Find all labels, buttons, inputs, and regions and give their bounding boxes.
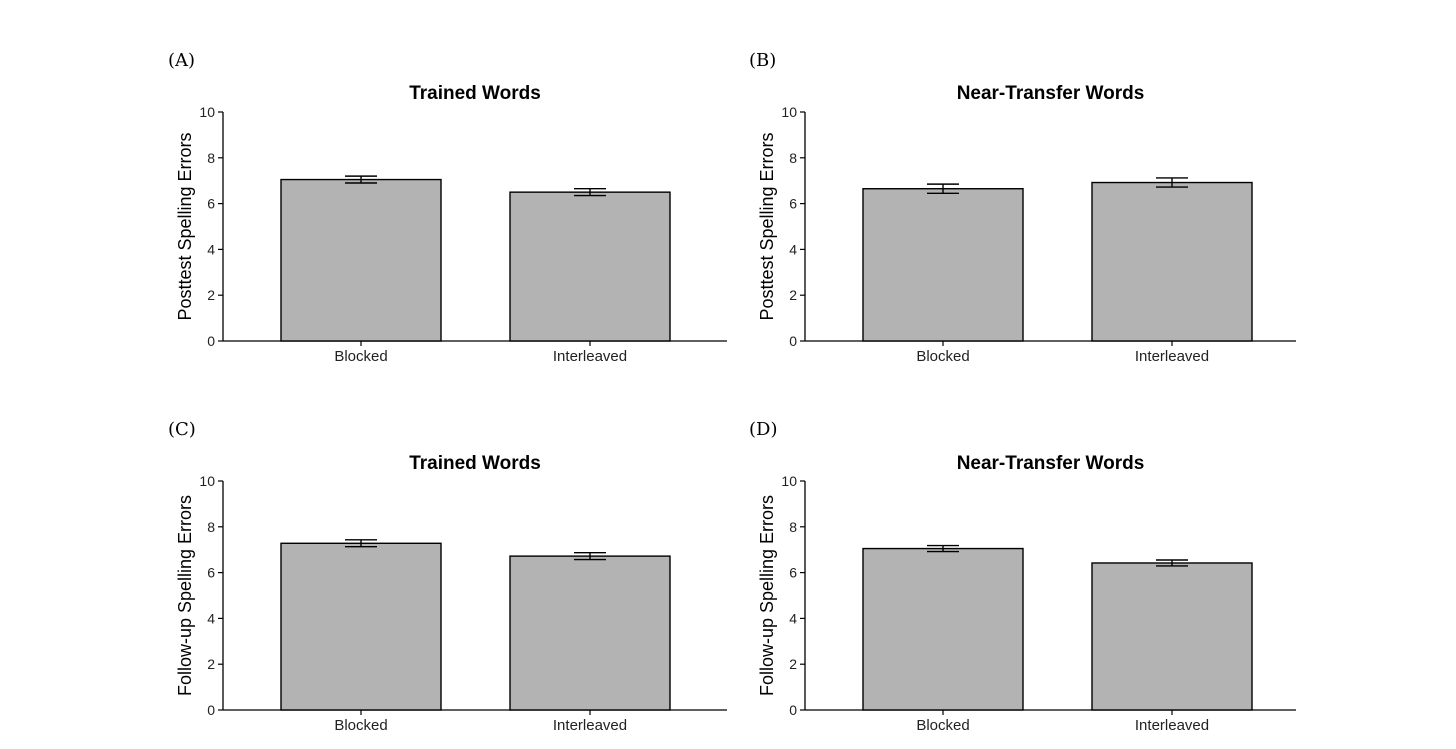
- x-tick-label: Interleaved: [553, 348, 627, 365]
- y-tick-label: 2: [789, 287, 797, 303]
- y-tick-label: 10: [781, 104, 797, 120]
- bar-interleaved: [509, 191, 671, 342]
- x-tick-label: Blocked: [334, 348, 387, 365]
- panel-label: (D): [749, 419, 777, 440]
- y-tick-label: 2: [207, 656, 215, 672]
- chart-panel-1: (A) Trained Words Posttest Spelling Errors…: [168, 50, 727, 365]
- y-tick-label: 6: [789, 196, 797, 212]
- panel-label: (A): [168, 50, 195, 71]
- y-tick-label: 6: [207, 565, 215, 581]
- y-tick-label: 8: [207, 150, 215, 166]
- y-tick-label: 2: [789, 656, 797, 672]
- bar-blocked: [280, 178, 442, 342]
- y-tick-label: 8: [789, 150, 797, 166]
- y-axis-label: Posttest Spelling Errors: [175, 132, 195, 320]
- y-tick-label: 4: [789, 241, 797, 257]
- chart-title: Trained Words: [409, 83, 541, 104]
- y-tick-label: 10: [199, 473, 215, 489]
- chart-title: Near-Transfer Words: [957, 83, 1145, 104]
- y-tick-label: 10: [199, 104, 215, 120]
- y-tick-label: 6: [789, 565, 797, 581]
- y-tick-label: 0: [789, 333, 797, 349]
- x-tick-label: Blocked: [916, 348, 969, 365]
- y-tick-label: 0: [207, 702, 215, 718]
- y-axis-label: Follow-up Spelling Errors: [175, 495, 195, 696]
- y-axis-label: Follow-up Spelling Errors: [757, 495, 777, 696]
- chart-panel-4: (D) Near-Transfer Words Follow-up Spelling…: [749, 419, 1296, 734]
- y-tick-label: 4: [789, 610, 797, 626]
- y-axis-label: Posttest Spelling Errors: [757, 132, 777, 320]
- x-tick-label: Interleaved: [1135, 717, 1209, 734]
- bar-interleaved: [1091, 562, 1253, 711]
- bar-interleaved: [1091, 181, 1253, 342]
- panel-label: (B): [749, 50, 776, 71]
- x-tick-label: Blocked: [334, 717, 387, 734]
- y-tick-label: 8: [207, 519, 215, 535]
- y-tick-label: 2: [207, 287, 215, 303]
- chart-panel-3: (C) Trained Words Follow-up Spelling Error…: [168, 419, 727, 734]
- y-tick-label: 4: [207, 610, 215, 626]
- bar-blocked: [862, 188, 1024, 342]
- y-tick-label: 10: [781, 473, 797, 489]
- bar-blocked: [862, 547, 1024, 711]
- x-tick-label: Interleaved: [1135, 348, 1209, 365]
- y-tick-label: 8: [789, 519, 797, 535]
- x-tick-label: Interleaved: [553, 717, 627, 734]
- y-tick-label: 4: [207, 241, 215, 257]
- y-tick-label: 0: [789, 702, 797, 718]
- x-tick-label: Blocked: [916, 717, 969, 734]
- chart-panel-2: (B) Near-Transfer Words Posttest Spelling …: [749, 50, 1296, 365]
- panel-label: (C): [168, 419, 196, 440]
- y-tick-label: 0: [207, 333, 215, 349]
- chart-title: Trained Words: [409, 453, 541, 474]
- chart-title: Near-Transfer Words: [957, 453, 1145, 474]
- y-tick-label: 6: [207, 196, 215, 212]
- bar-interleaved: [509, 555, 671, 711]
- bar-blocked: [280, 542, 442, 711]
